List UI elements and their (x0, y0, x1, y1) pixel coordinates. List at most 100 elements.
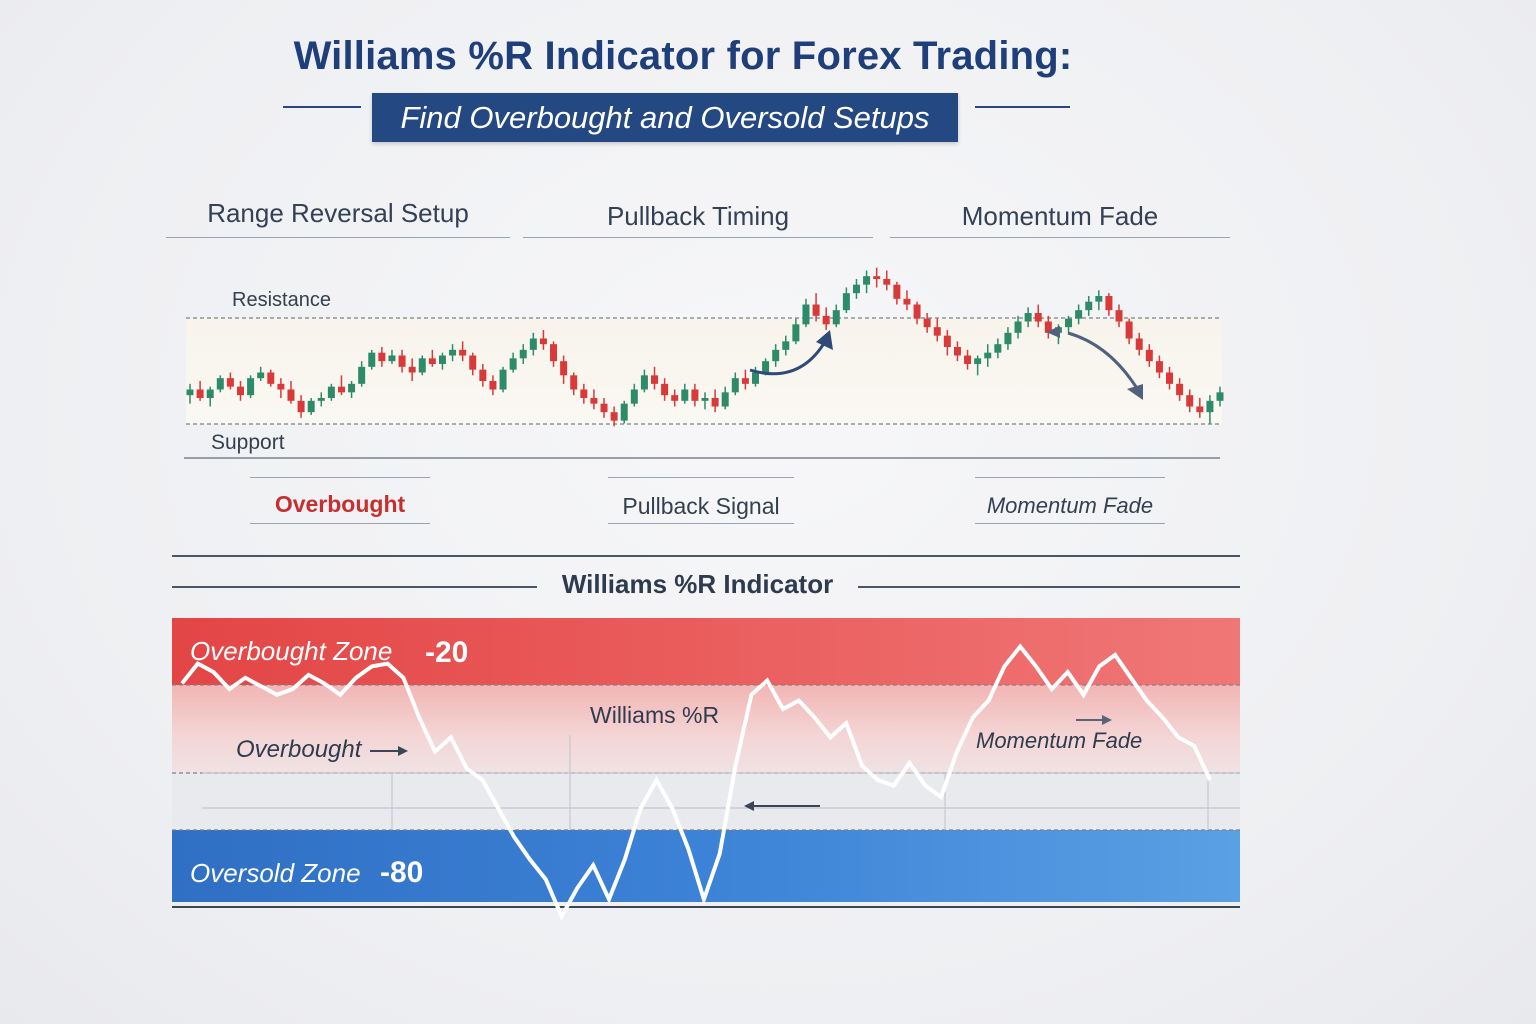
section-title-pullback-timing: Pullback Timing (606, 201, 790, 231)
resistance-label: Resistance (232, 289, 331, 311)
oversold-value: -80 (380, 856, 424, 889)
candle-body (550, 344, 558, 362)
momentum-fade-arrow (1067, 331, 1140, 391)
candle-body (590, 398, 598, 404)
candle-body (772, 349, 780, 362)
candle-body (428, 358, 436, 364)
candle-body (216, 378, 224, 390)
signal-divider (975, 477, 1165, 478)
candle-body (1024, 313, 1032, 322)
indicator-top-rule (172, 555, 1240, 557)
candle-body (469, 355, 477, 370)
signal-divider (608, 523, 794, 524)
candle-body (812, 304, 820, 316)
candle-body (964, 355, 972, 364)
momentum-arrow-head (1102, 715, 1112, 725)
williams-r-line (180, 643, 1212, 921)
candle-body (630, 389, 638, 404)
overbought-value: -20 (425, 636, 469, 669)
candle-body (782, 341, 790, 350)
support-label: Support (211, 431, 285, 454)
candle-body (873, 276, 881, 279)
candle-body (741, 378, 749, 384)
candle-body (267, 372, 275, 384)
pullback-arrow (749, 339, 828, 376)
section-divider (166, 237, 510, 238)
subtitle-rule-right (975, 106, 1070, 108)
candle-body (1196, 406, 1204, 413)
candle-body (277, 383, 285, 390)
candle-body (943, 335, 951, 347)
oversold-zone-label: Oversold Zone (190, 858, 361, 888)
candle-body (297, 400, 305, 413)
signal-overbought: Overbought (274, 491, 406, 517)
candle-body (671, 395, 679, 401)
momentum-fade-annotation: Momentum Fade (976, 728, 1143, 753)
candle-body (1085, 301, 1093, 311)
candle-body (287, 389, 295, 401)
candle-body (236, 386, 244, 396)
candle-body (247, 378, 255, 396)
subtitle-banner: Find Overbought and Oversold Setups (372, 93, 958, 142)
candle-body (539, 338, 547, 345)
candle-body (822, 315, 830, 325)
candle-body (348, 383, 356, 393)
candle-body (701, 398, 709, 401)
candle-body (479, 369, 487, 381)
section-title-momentum-fade: Momentum Fade (961, 201, 1159, 231)
candle-body (640, 375, 648, 390)
indicator-title: Williams %R Indicator (561, 569, 834, 599)
candle-body (529, 338, 537, 350)
candle-body (368, 352, 376, 367)
candle-body (984, 352, 992, 359)
candle-body (721, 392, 729, 407)
candle-body (378, 352, 386, 362)
candle-body (560, 361, 568, 376)
candle-body (863, 276, 871, 285)
candle-body (711, 398, 719, 407)
candle-body (933, 327, 941, 336)
signal-pullback: Pullback Signal (622, 493, 780, 519)
signal-divider (250, 477, 430, 478)
candle-body (398, 355, 406, 367)
candle-body (651, 375, 659, 384)
candle-body (1044, 321, 1052, 333)
williams-r-line-label: Williams %R (590, 702, 720, 728)
candle-body (600, 403, 608, 413)
candle-body (691, 389, 699, 401)
candle-body (842, 293, 850, 311)
candle-body (731, 378, 739, 393)
candle-body (661, 383, 669, 396)
candle-body (974, 358, 982, 364)
candle-body (1155, 361, 1163, 373)
candle-body (1216, 392, 1224, 401)
candle-body (610, 412, 618, 421)
candle-body (388, 355, 396, 362)
candle-body (1004, 332, 1012, 345)
candle-body (519, 349, 527, 359)
candle-body (802, 304, 810, 325)
candle-body (913, 304, 921, 319)
candle-body (1034, 313, 1042, 322)
candle-body (499, 369, 507, 390)
candle-body (418, 358, 426, 373)
momentum-fade-arrow-head (1127, 384, 1143, 400)
candle-body (1125, 321, 1133, 339)
signal-divider (250, 523, 430, 524)
candle-body (226, 378, 234, 387)
section-divider (890, 237, 1230, 238)
candle-body (1176, 383, 1184, 396)
candle-body (1206, 400, 1214, 413)
candle-body (408, 366, 416, 373)
candle-body (186, 389, 194, 396)
candle-body (852, 284, 860, 294)
candle-body (1145, 349, 1153, 362)
candle-body (1186, 395, 1194, 407)
overbought-annotation: Overbought (236, 736, 362, 763)
signal-momentum-fade: Momentum Fade (986, 493, 1154, 518)
subtitle-rule-left (283, 106, 361, 108)
indicator-bottom-rule (172, 906, 1240, 908)
candle-body (1075, 310, 1083, 319)
candle-body (762, 361, 770, 373)
candle-body (358, 366, 366, 384)
